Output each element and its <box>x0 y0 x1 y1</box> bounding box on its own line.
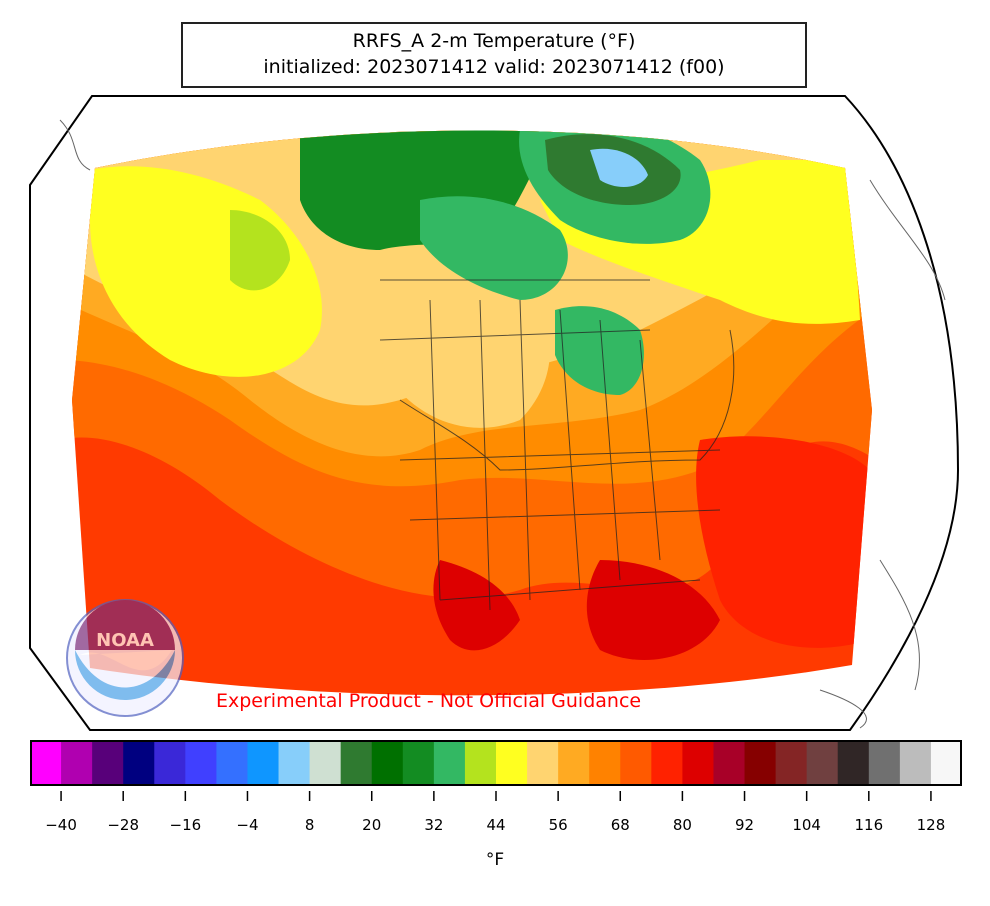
colorbar-cell <box>775 740 808 786</box>
colorbar-cell <box>30 740 62 786</box>
colorbar-cell <box>464 740 497 786</box>
colorbar-cell <box>868 740 901 786</box>
colorbar-cell <box>806 740 839 786</box>
colorbar-cell <box>123 740 155 786</box>
colorbar-tick-label: 92 <box>734 816 755 834</box>
temperature-field <box>72 130 872 696</box>
colorbar-cell <box>558 740 590 786</box>
colorbar-tick-marks <box>60 791 932 801</box>
colorbar-tick-label: 104 <box>792 816 821 834</box>
colorbar-tick-label: −40 <box>45 816 77 834</box>
title-line-1: RRFS_A 2-m Temperature (°F) <box>352 30 636 52</box>
colorbar-tick-label: −28 <box>107 816 140 834</box>
colorbar-cell <box>185 740 217 786</box>
map-title: RRFS_A 2-m Temperature (°F) initialized:… <box>181 22 807 88</box>
colorbar-cell <box>92 740 124 786</box>
colorbar-cell <box>744 740 777 786</box>
colorbar-cell <box>247 740 280 786</box>
colorbar-cell <box>61 740 93 786</box>
colorbar-cell <box>713 740 746 786</box>
colorbar-tick-label: 128 <box>916 816 946 834</box>
colorbar-cell <box>682 740 714 786</box>
colorbar-cell <box>402 740 435 786</box>
colorbar-tick-label: 68 <box>610 816 630 834</box>
colorbar-tick-label: 116 <box>854 816 884 834</box>
disclaimer-text: Experimental Product - Not Official Guid… <box>216 690 642 712</box>
colorbar-cell <box>278 740 311 786</box>
noaa-logo: NOAA <box>66 599 184 717</box>
colorbar-tick-label: −4 <box>236 816 259 834</box>
colorbar-cell <box>527 740 559 786</box>
colorbar-cell <box>620 740 652 786</box>
colorbar-cell <box>496 740 528 786</box>
title-line-2: initialized: 2023071412 valid: 202307141… <box>263 56 725 78</box>
colorbar-cell <box>651 740 683 786</box>
temperature-map: NOAA <box>29 95 960 731</box>
colorbar-cell <box>433 740 466 786</box>
colorbar-tick-label: −16 <box>169 816 202 834</box>
colorbar-cell <box>837 740 870 786</box>
colorbar-cell <box>930 740 962 786</box>
colorbar-tick-label: 80 <box>672 816 692 834</box>
outer-coastlines <box>59 119 946 729</box>
colorbar-units: °F <box>485 850 505 870</box>
colorbar <box>30 740 962 786</box>
colorbar-tick-label: 32 <box>424 816 444 834</box>
colorbar-border <box>30 740 962 786</box>
colorbar-cell <box>371 740 404 786</box>
colorbar-tick-label: 8 <box>304 816 315 834</box>
colorbar-cell <box>154 740 186 786</box>
colorbar-tick-label: 20 <box>362 816 382 834</box>
colorbar-cell <box>899 740 932 786</box>
colorbar-tick-label: 56 <box>548 816 568 834</box>
noaa-logo-text: NOAA <box>96 630 154 651</box>
political-boundaries <box>379 279 735 611</box>
colorbar-cell <box>589 740 621 786</box>
colorbar-cell <box>216 740 248 786</box>
colorbar-cell <box>340 740 373 786</box>
colorbar-cell <box>309 740 342 786</box>
colorbar-tick-label: 44 <box>486 816 506 834</box>
